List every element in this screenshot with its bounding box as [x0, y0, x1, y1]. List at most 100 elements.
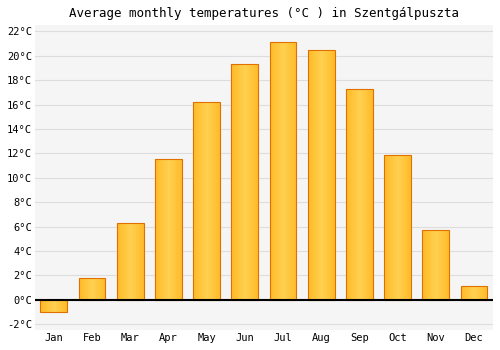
Bar	[476, 286, 478, 300]
Bar	[160, 160, 162, 300]
Bar	[53, 300, 54, 312]
Bar	[348, 89, 350, 300]
Bar	[196, 102, 197, 300]
Bar	[384, 155, 385, 300]
Bar	[198, 102, 200, 300]
Bar	[50, 300, 51, 312]
Bar	[363, 89, 364, 300]
Bar	[100, 278, 101, 300]
Bar	[333, 50, 334, 300]
Bar	[195, 102, 196, 300]
Bar	[468, 286, 469, 300]
Bar	[292, 42, 293, 300]
Bar	[426, 230, 427, 300]
Bar	[355, 89, 356, 300]
Bar	[211, 102, 212, 300]
Bar	[155, 160, 156, 300]
Bar	[178, 160, 179, 300]
Bar	[251, 64, 252, 300]
Bar	[134, 223, 136, 300]
Bar	[356, 89, 358, 300]
Bar	[249, 64, 250, 300]
Bar	[318, 50, 320, 300]
Bar	[58, 300, 59, 312]
Bar	[139, 223, 140, 300]
Bar	[64, 300, 66, 312]
Bar	[328, 50, 329, 300]
Bar	[481, 286, 482, 300]
Bar	[433, 230, 434, 300]
Bar	[285, 42, 286, 300]
Bar	[443, 230, 444, 300]
Bar	[172, 160, 173, 300]
Bar	[273, 42, 274, 300]
Bar	[246, 64, 248, 300]
Bar	[202, 102, 203, 300]
Bar	[330, 50, 331, 300]
Bar	[274, 42, 275, 300]
Bar	[62, 300, 64, 312]
Bar	[80, 278, 82, 300]
Bar	[141, 223, 142, 300]
Bar	[384, 155, 411, 300]
Bar	[179, 160, 180, 300]
Bar	[78, 278, 106, 300]
Bar	[102, 278, 104, 300]
Bar	[213, 102, 214, 300]
Bar	[270, 42, 272, 300]
Bar	[92, 278, 93, 300]
Bar	[350, 89, 352, 300]
Bar	[275, 42, 276, 300]
Bar	[324, 50, 326, 300]
Bar	[88, 278, 90, 300]
Bar	[392, 155, 393, 300]
Bar	[123, 223, 124, 300]
Bar	[390, 155, 392, 300]
Bar	[56, 300, 58, 312]
Bar	[66, 300, 67, 312]
Bar	[282, 42, 283, 300]
Bar	[436, 230, 438, 300]
Bar	[60, 300, 61, 312]
Bar	[438, 230, 440, 300]
Bar	[460, 286, 462, 300]
Bar	[200, 102, 201, 300]
Bar	[82, 278, 83, 300]
Bar	[254, 64, 256, 300]
Bar	[237, 64, 238, 300]
Bar	[425, 230, 426, 300]
Bar	[475, 286, 476, 300]
Bar	[394, 155, 395, 300]
Bar	[132, 223, 133, 300]
Bar	[117, 223, 143, 300]
Bar	[176, 160, 178, 300]
Bar	[131, 223, 132, 300]
Bar	[166, 160, 168, 300]
Bar	[101, 278, 102, 300]
Bar	[284, 42, 285, 300]
Bar	[256, 64, 258, 300]
Bar	[281, 42, 282, 300]
Bar	[90, 278, 91, 300]
Bar	[435, 230, 436, 300]
Bar	[427, 230, 428, 300]
Bar	[99, 278, 100, 300]
Bar	[104, 278, 106, 300]
Bar	[43, 300, 44, 312]
Bar	[364, 89, 366, 300]
Bar	[434, 230, 435, 300]
Bar	[232, 64, 233, 300]
Bar	[216, 102, 218, 300]
Bar	[388, 155, 390, 300]
Bar	[51, 300, 52, 312]
Bar	[370, 89, 371, 300]
Bar	[346, 89, 347, 300]
Bar	[440, 230, 441, 300]
Bar	[483, 286, 484, 300]
Bar	[125, 223, 126, 300]
Bar	[442, 230, 443, 300]
Bar	[409, 155, 410, 300]
Bar	[235, 64, 236, 300]
Bar	[331, 50, 332, 300]
Bar	[234, 64, 235, 300]
